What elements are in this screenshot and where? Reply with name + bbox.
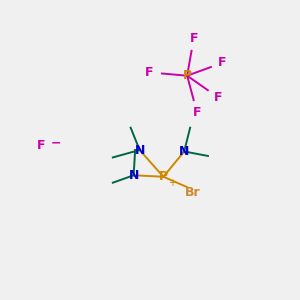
Text: N: N [179, 145, 189, 158]
Text: P: P [159, 170, 168, 183]
Text: −: − [50, 137, 61, 150]
Text: N: N [128, 169, 139, 182]
Text: F: F [214, 91, 222, 104]
Text: F: F [37, 139, 46, 152]
Text: F: F [193, 106, 201, 119]
Text: P: P [183, 69, 192, 82]
Text: F: F [190, 32, 198, 45]
Text: N: N [134, 143, 145, 157]
Text: +: + [168, 178, 176, 188]
Text: Br: Br [185, 186, 200, 199]
Text: F: F [218, 56, 227, 69]
Text: F: F [145, 66, 154, 79]
